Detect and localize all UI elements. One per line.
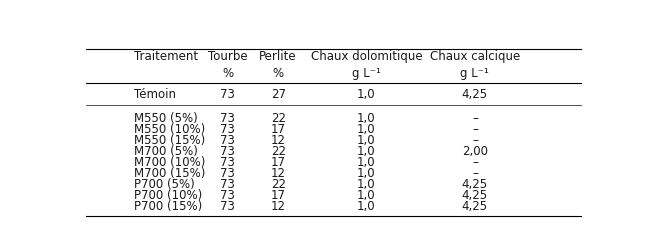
Text: 1,0: 1,0	[357, 144, 376, 157]
Text: 1,0: 1,0	[357, 166, 376, 179]
Text: M550 (15%): M550 (15%)	[134, 133, 206, 146]
Text: P700 (15%): P700 (15%)	[134, 199, 202, 212]
Text: 73: 73	[220, 88, 235, 101]
Text: 27: 27	[271, 88, 286, 101]
Text: 22: 22	[271, 144, 286, 157]
Text: Chaux dolomitique: Chaux dolomitique	[311, 50, 422, 62]
Text: 1,0: 1,0	[357, 188, 376, 201]
Text: %: %	[222, 67, 233, 80]
Text: 12: 12	[271, 199, 286, 212]
Text: 4,25: 4,25	[462, 88, 488, 101]
Text: 4,25: 4,25	[462, 188, 488, 201]
Text: 73: 73	[220, 133, 235, 146]
Text: 17: 17	[271, 188, 286, 201]
Text: Perlite: Perlite	[259, 50, 297, 62]
Text: 12: 12	[271, 166, 286, 179]
Text: 4,25: 4,25	[462, 199, 488, 212]
Text: P700 (10%): P700 (10%)	[134, 188, 202, 201]
Text: %: %	[273, 67, 284, 80]
Text: M550 (5%): M550 (5%)	[134, 111, 198, 124]
Text: 73: 73	[220, 177, 235, 190]
Text: Tourbe: Tourbe	[208, 50, 247, 62]
Text: 1,0: 1,0	[357, 177, 376, 190]
Text: Témoin: Témoin	[134, 88, 176, 101]
Text: 73: 73	[220, 111, 235, 124]
Text: Chaux calcique: Chaux calcique	[430, 50, 520, 62]
Text: 22: 22	[271, 177, 286, 190]
Text: 1,0: 1,0	[357, 199, 376, 212]
Text: g L⁻¹: g L⁻¹	[352, 67, 381, 80]
Text: 1,0: 1,0	[357, 122, 376, 135]
Text: 73: 73	[220, 122, 235, 135]
Text: 73: 73	[220, 144, 235, 157]
Text: 22: 22	[271, 111, 286, 124]
Text: M700 (5%): M700 (5%)	[134, 144, 198, 157]
Text: g L⁻¹: g L⁻¹	[460, 67, 490, 80]
Text: 4,25: 4,25	[462, 177, 488, 190]
Text: Traitement: Traitement	[134, 50, 199, 62]
Text: 17: 17	[271, 155, 286, 168]
Text: 1,0: 1,0	[357, 155, 376, 168]
Text: 73: 73	[220, 155, 235, 168]
Text: 73: 73	[220, 199, 235, 212]
Text: 73: 73	[220, 188, 235, 201]
Text: –: –	[472, 122, 478, 135]
Text: 1,0: 1,0	[357, 111, 376, 124]
Text: –: –	[472, 166, 478, 179]
Text: M700 (10%): M700 (10%)	[134, 155, 206, 168]
Text: –: –	[472, 133, 478, 146]
Text: 1,0: 1,0	[357, 88, 376, 101]
Text: 12: 12	[271, 133, 286, 146]
Text: 73: 73	[220, 166, 235, 179]
Text: –: –	[472, 155, 478, 168]
Text: P700 (5%): P700 (5%)	[134, 177, 195, 190]
Text: 17: 17	[271, 122, 286, 135]
Text: M550 (10%): M550 (10%)	[134, 122, 206, 135]
Text: 1,0: 1,0	[357, 133, 376, 146]
Text: –: –	[472, 111, 478, 124]
Text: M700 (15%): M700 (15%)	[134, 166, 206, 179]
Text: 2,00: 2,00	[462, 144, 488, 157]
